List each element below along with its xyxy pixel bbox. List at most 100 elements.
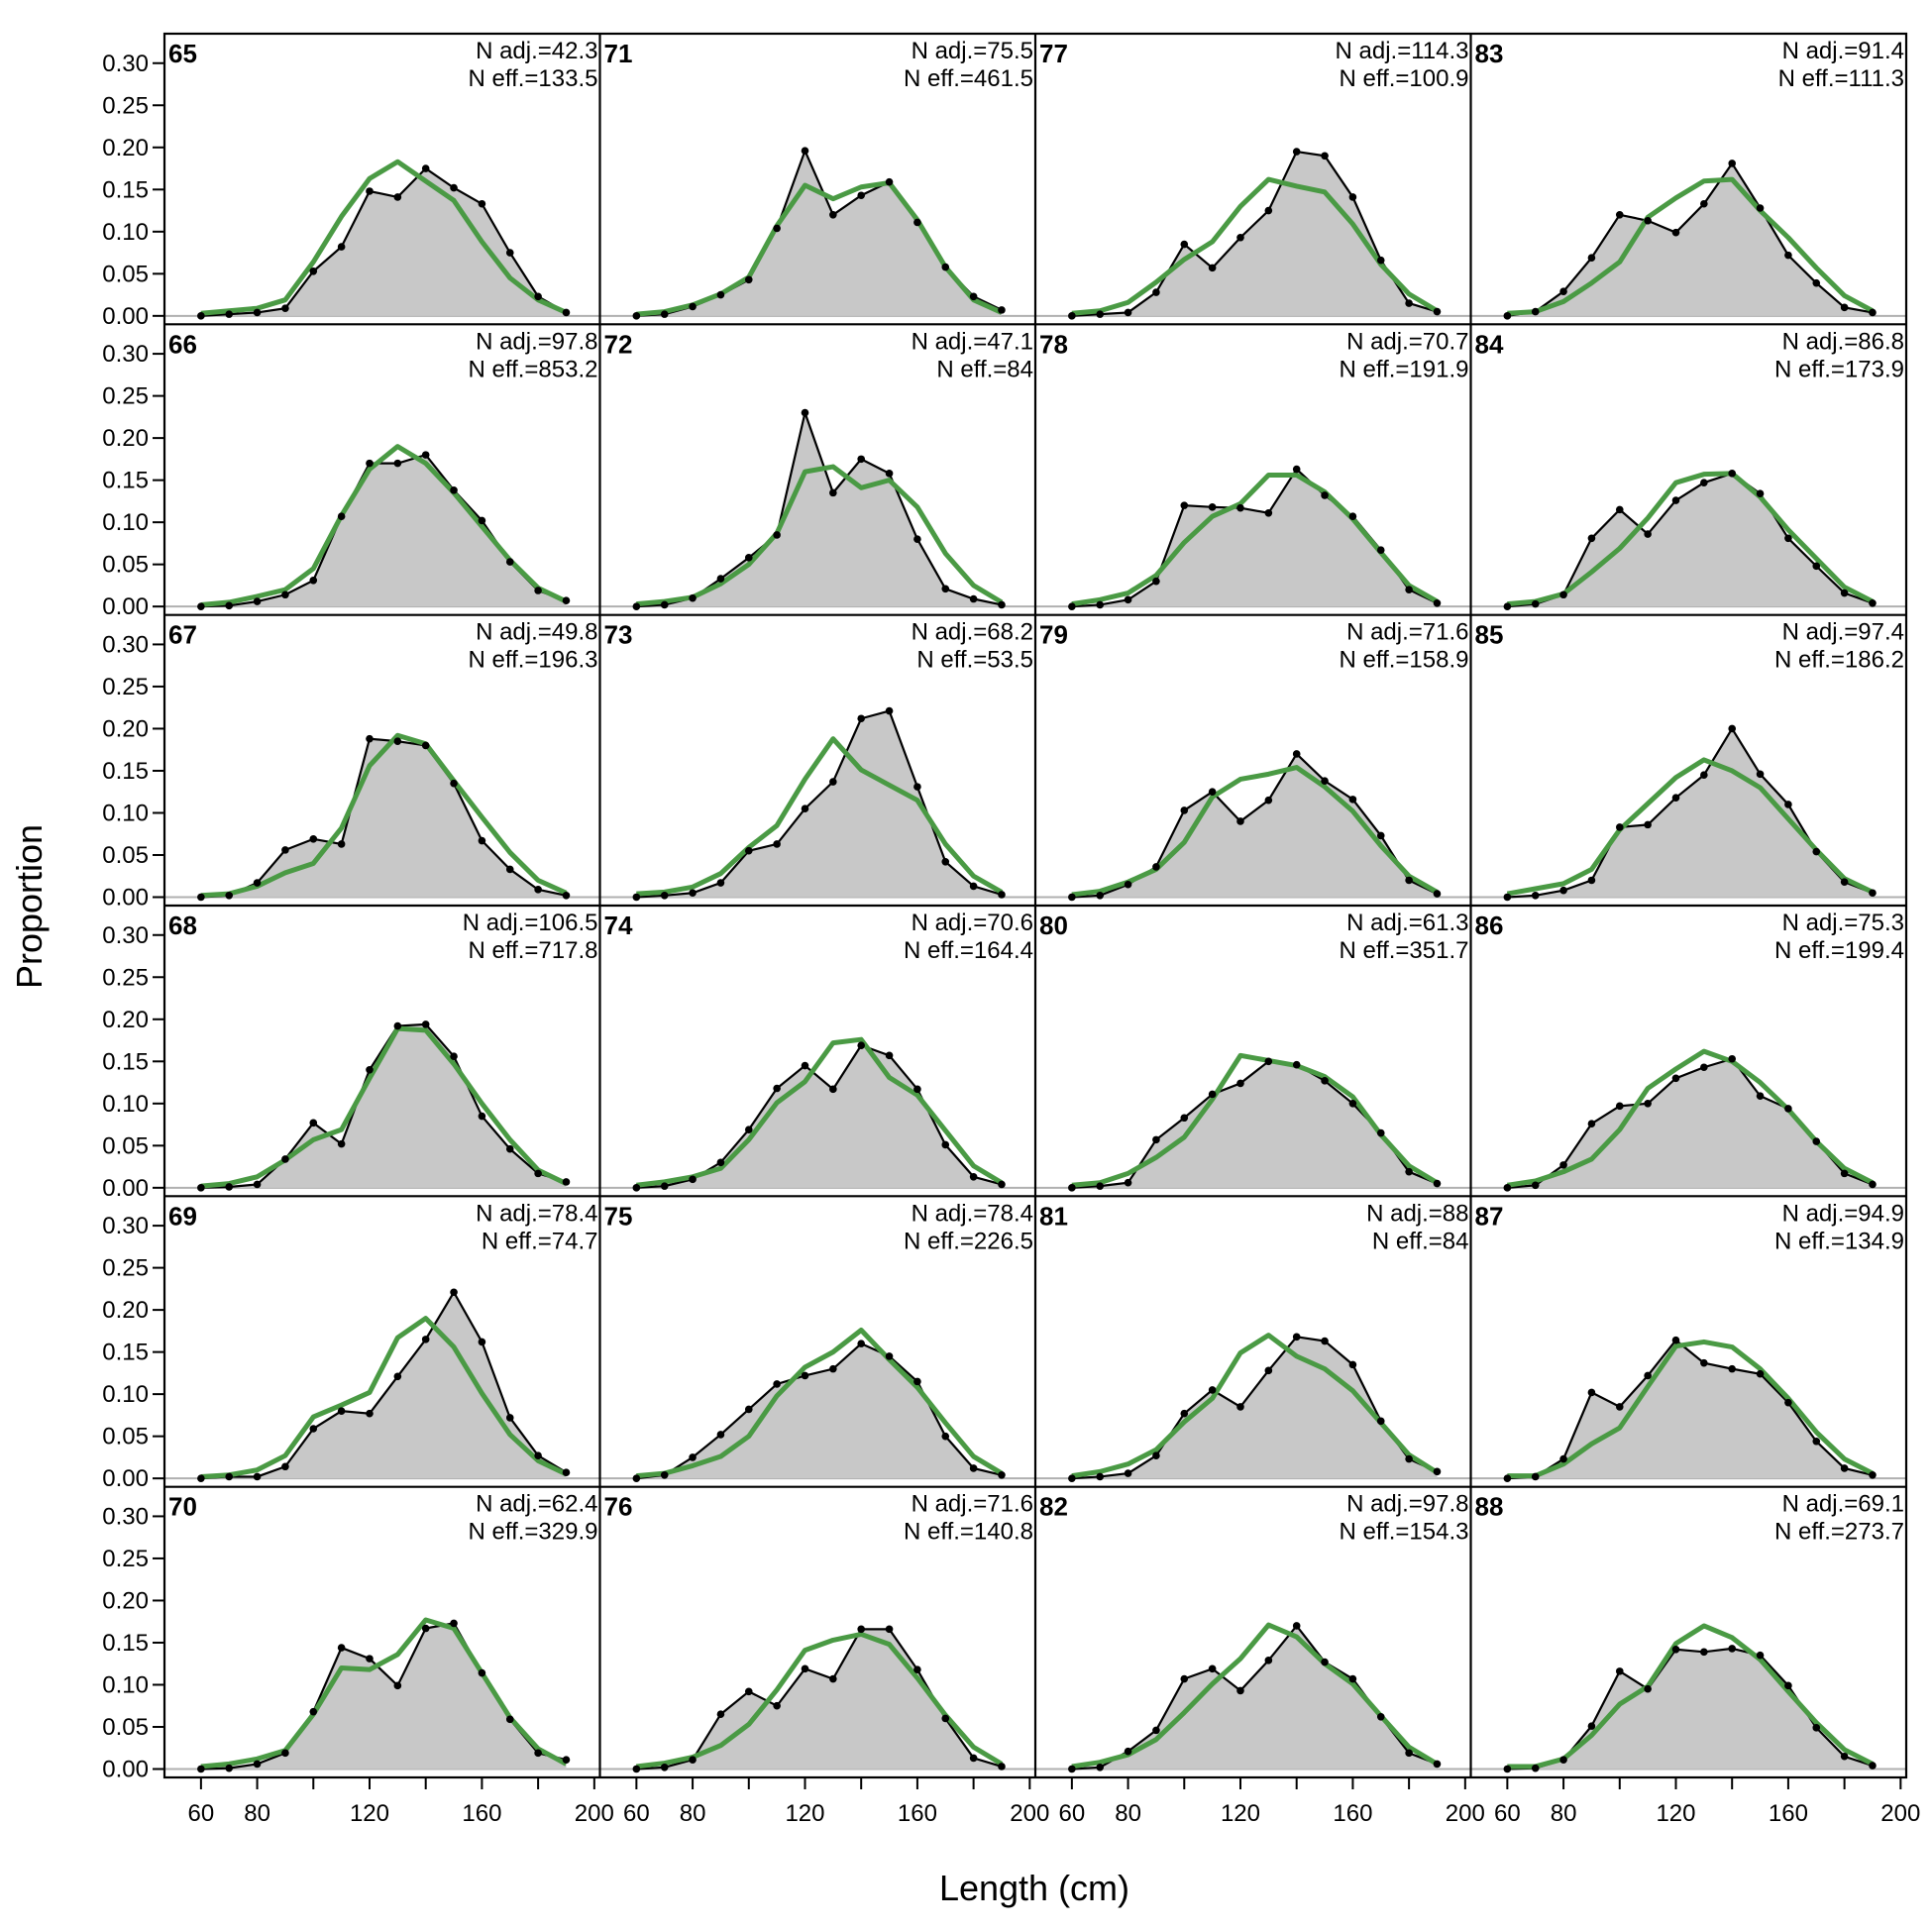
n-eff-label: N eff.=717.8 — [469, 937, 598, 964]
observed-point — [857, 1041, 865, 1049]
observed-point — [885, 177, 894, 186]
observed-point — [253, 308, 262, 317]
observed-point — [1321, 777, 1329, 785]
observed-point — [1180, 806, 1189, 814]
observed-point — [660, 1470, 669, 1479]
observed-point — [773, 840, 781, 848]
observed-point — [1812, 847, 1821, 856]
observed-point — [744, 1405, 753, 1414]
y-tick-label: 0.15 — [102, 1048, 149, 1075]
observed-point — [1700, 1648, 1708, 1657]
observed-point — [1264, 796, 1273, 805]
y-tick-label: 0.10 — [102, 509, 149, 536]
n-adj-label: N adj.=106.5 — [463, 910, 598, 936]
observed-point — [1321, 1658, 1329, 1666]
observed-area — [200, 738, 567, 898]
n-adj-label: N adj.=75.3 — [1782, 910, 1904, 936]
observed-point — [562, 1178, 571, 1186]
observed-point — [885, 1352, 894, 1360]
observed-point — [1068, 602, 1076, 610]
y-tick-label: 0.25 — [102, 674, 149, 700]
x-tick-label: 120 — [1221, 1800, 1260, 1827]
observed-point — [1671, 1336, 1680, 1344]
observed-point — [253, 1180, 262, 1189]
observed-point — [1840, 1169, 1849, 1178]
observed-point — [225, 891, 234, 900]
y-tick-label: 0.20 — [102, 135, 149, 161]
observed-point — [744, 1126, 753, 1133]
panel-66: 66 N adj.=97.8N eff.=853.2 — [164, 328, 600, 610]
expected-line — [1507, 176, 1875, 316]
observed-point — [1700, 1063, 1708, 1072]
observed-point — [1869, 1180, 1877, 1189]
observed-point — [1152, 1451, 1160, 1460]
observed-point — [366, 1655, 374, 1663]
n-eff-label: N eff.=196.3 — [469, 647, 598, 674]
panel-label: 80 — [1039, 911, 1068, 940]
observed-area — [200, 1023, 567, 1188]
observed-point — [281, 590, 289, 599]
observed-point — [1208, 1090, 1217, 1099]
n-adj-label: N adj.=97.4 — [1782, 619, 1904, 646]
observed-point — [337, 840, 346, 848]
observed-point — [1728, 1364, 1736, 1373]
panel-87: 87 N adj.=94.9N eff.=134.9 — [1470, 1200, 1906, 1482]
observed-point — [1348, 796, 1357, 804]
n-eff-label: N eff.=134.9 — [1774, 1228, 1904, 1254]
expected-line — [636, 1328, 1004, 1479]
panel-76: 76 N adj.=71.6N eff.=140.8 — [599, 1491, 1035, 1773]
observed-point — [1615, 211, 1624, 219]
observed-point — [197, 312, 205, 320]
observed-point — [660, 310, 669, 318]
observed-point — [225, 310, 234, 318]
observed-point — [1784, 1398, 1792, 1407]
observed-point — [1124, 1178, 1132, 1187]
observed-point — [1615, 1102, 1624, 1111]
observed-point — [1180, 1114, 1189, 1123]
panel-70: 70 N adj.=62.4N eff.=329.9 — [164, 1491, 600, 1773]
observed-point — [1812, 1437, 1821, 1446]
x-tick-label: 80 — [680, 1800, 706, 1827]
n-adj-label: N adj.=71.6 — [1346, 619, 1468, 646]
expected-line — [636, 736, 1004, 897]
observed-point — [1236, 233, 1244, 242]
n-adj-label: N adj.=91.4 — [1782, 38, 1904, 64]
observed-point — [1264, 1057, 1273, 1066]
y-tick-label: 0.10 — [102, 1091, 149, 1118]
observed-line — [1071, 1336, 1438, 1480]
observed-point — [421, 164, 430, 172]
panel-label: 87 — [1475, 1201, 1504, 1231]
expected-line — [1071, 1052, 1439, 1188]
observed-point — [632, 1184, 641, 1192]
observed-point — [197, 602, 205, 610]
observed-point — [505, 249, 514, 257]
observed-point — [1784, 534, 1792, 543]
observed-point — [885, 1051, 894, 1060]
y-tick-label: 0.05 — [102, 261, 149, 287]
observed-point — [801, 1371, 809, 1380]
observed-point — [421, 741, 430, 750]
observed-point — [366, 187, 374, 195]
y-tick-label: 0.25 — [102, 1255, 149, 1282]
n-adj-label: N adj.=47.1 — [912, 328, 1033, 355]
observed-point — [478, 1112, 486, 1121]
observed-point — [1840, 1752, 1849, 1761]
x-tick-label: 60 — [623, 1800, 650, 1827]
observed-point — [1559, 1756, 1567, 1764]
observed-point — [1292, 1622, 1301, 1630]
observed-point — [1671, 794, 1680, 802]
observed-point — [801, 408, 809, 417]
observed-point — [1433, 1760, 1442, 1769]
observed-point — [450, 486, 458, 494]
n-adj-label: N adj.=94.9 — [1782, 1200, 1904, 1227]
observed-point — [225, 601, 234, 610]
observed-point — [1728, 160, 1736, 167]
observed-point — [632, 1765, 641, 1773]
observed-point — [1700, 479, 1708, 486]
observed-point — [1321, 152, 1329, 161]
n-adj-label: N adj.=78.4 — [476, 1200, 597, 1227]
observed-area — [1071, 1337, 1438, 1479]
observed-point — [1559, 1454, 1567, 1463]
n-eff-label: N eff.=186.2 — [1774, 647, 1904, 674]
observed-point — [744, 1687, 753, 1696]
